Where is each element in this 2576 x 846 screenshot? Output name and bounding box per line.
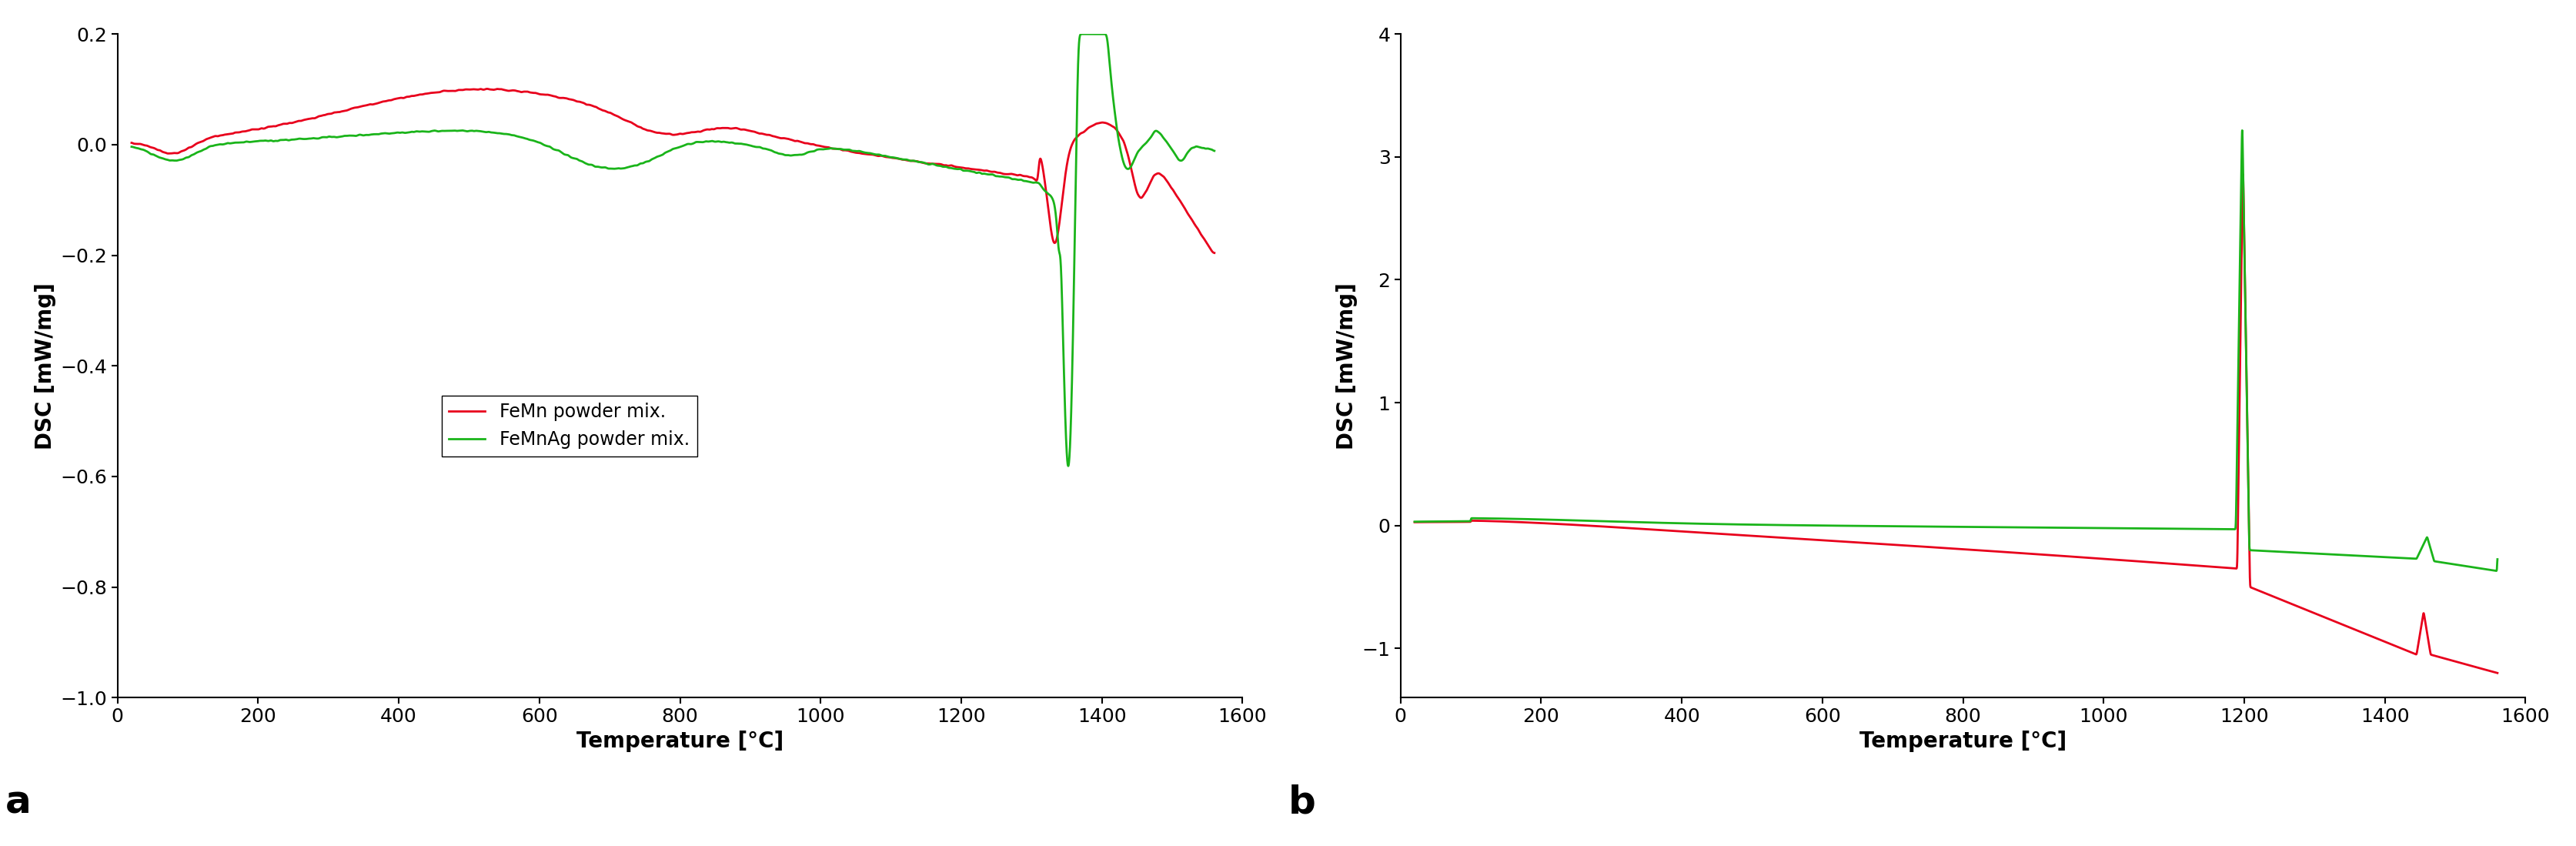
FeMnAg powder mix. [116,141,147,151]
FeMnAg powder mix. [1054,461,1084,471]
X-axis label: Temperature [°C]: Temperature [°C] [1860,731,2066,752]
FeMn powder mix. [920,159,951,169]
Y-axis label: DSC [mW/mg]: DSC [mW/mg] [1337,283,1358,449]
FeMn powder mix. [804,140,835,151]
Line: FeMnAg powder mix.: FeMnAg powder mix. [131,34,1213,466]
FeMnAg powder mix. [1198,146,1229,156]
FeMn powder mix. [170,145,201,155]
FeMn powder mix. [757,131,788,141]
FeMnAg powder mix. [757,146,788,156]
FeMnAg powder mix. [170,152,201,162]
FeMnAg powder mix. [976,169,1007,179]
FeMnAg powder mix. [507,133,538,143]
FeMn powder mix. [471,84,502,94]
FeMnAg powder mix. [804,144,835,154]
FeMn powder mix. [116,138,147,148]
Text: a: a [5,784,31,821]
FeMn powder mix. [976,167,1007,177]
X-axis label: Temperature [°C]: Temperature [°C] [577,731,783,752]
FeMnAg powder mix. [920,159,951,169]
Text: b: b [1288,784,1316,821]
Legend: FeMn powder mix., FeMnAg powder mix.: FeMn powder mix., FeMnAg powder mix. [440,396,698,456]
Line: FeMn powder mix.: FeMn powder mix. [131,89,1213,253]
FeMn powder mix. [507,86,538,96]
FeMn powder mix. [1198,248,1229,258]
FeMnAg powder mix. [1066,29,1097,39]
Y-axis label: DSC [mW/mg]: DSC [mW/mg] [33,283,57,449]
